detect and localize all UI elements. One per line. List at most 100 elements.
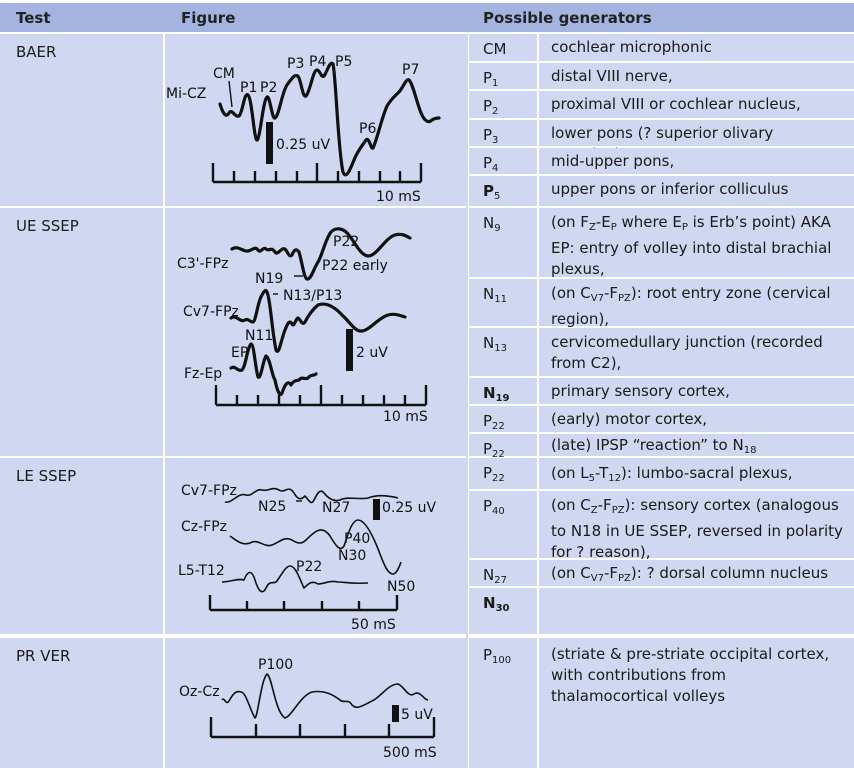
gen-symbol: P1: [469, 63, 537, 89]
gen-symbol: N30: [469, 588, 537, 634]
time-label: 500 mS: [383, 745, 437, 761]
gen-desc-text: -T: [595, 464, 609, 482]
gen-desc-text: distal VIII nerve,: [551, 67, 673, 85]
time-axis: [209, 717, 436, 739]
gen-symbol: N13: [469, 328, 537, 376]
fz-ep-trace: [229, 342, 318, 397]
peak-label: N27: [322, 500, 350, 516]
peak-label: EP: [231, 345, 248, 361]
gen-symbol: N11: [469, 279, 537, 326]
gen-symbol-sub: 5: [494, 191, 501, 202]
gen-symbol-text: P: [483, 440, 493, 458]
gen-symbol-text: N: [483, 566, 495, 584]
gen-symbol: P3: [469, 120, 537, 146]
trace-label: Fz-Ep: [184, 366, 222, 382]
gen-desc-text: (on C: [551, 284, 591, 302]
gen-desc: (on CZ-FPZ): sensory cortex (analogous t…: [539, 491, 854, 561]
test-name: UE SSEP: [16, 217, 79, 235]
figure-cell-ue-ssep: [165, 208, 466, 456]
gen-symbol-sub: 22: [492, 473, 505, 484]
gen-desc-sub: Z: [588, 222, 596, 233]
peak-label: N11: [245, 328, 273, 344]
gen-desc-sub: 18: [743, 445, 757, 456]
gen-symbol: P4: [469, 148, 537, 174]
gen-desc-sub: PZ: [618, 293, 631, 304]
gen-symbol-text: P: [483, 154, 493, 172]
gen-desc: primary sensory cortex,: [539, 378, 854, 404]
gen-symbol-text: P: [483, 412, 493, 430]
peak-label: P7: [402, 62, 419, 78]
peak-label: P1: [240, 80, 257, 96]
trace-label: Oz-Cz: [179, 684, 220, 700]
figure-cell-baer: [165, 34, 466, 206]
scale-bar: [266, 122, 273, 164]
gen-desc-sub: 5: [588, 473, 596, 484]
time-label: 10 mS: [383, 409, 428, 425]
gen-desc-text: ): root entry zone (cervical region),: [551, 284, 831, 328]
peak-label: P40: [344, 531, 370, 547]
gen-symbol: P2: [469, 91, 537, 118]
cz-fpz-trace: [229, 519, 402, 575]
gen-symbol-text: P: [483, 497, 493, 515]
gen-desc-text: -F: [597, 496, 612, 514]
header-generators-label: Possible generators: [483, 9, 652, 27]
gen-symbol-sub: 100: [492, 655, 512, 666]
header-figure-label: Figure: [181, 9, 236, 27]
gen-desc: (early) motor cortex,: [539, 406, 854, 432]
c3-fpz-trace: [230, 227, 412, 281]
gen-symbol: P22: [469, 406, 537, 432]
peak-label: P2: [260, 80, 277, 96]
gen-symbol-text: CM: [483, 40, 507, 58]
peak-label: P22 early: [322, 258, 388, 274]
gen-symbol: P100: [469, 638, 537, 768]
gen-symbol: P22: [469, 458, 537, 489]
peak-label: P22: [296, 559, 322, 575]
gen-desc-sub: Z: [590, 505, 598, 516]
gen-desc: (on CV7-FPZ): root entry zone (cervical …: [539, 279, 854, 328]
gen-symbol: N9: [469, 208, 537, 277]
gen-desc: (on FZ-EP where EP is Erb’s point) AKA E…: [539, 208, 854, 278]
gen-desc: (on L5-T12): lumbo-sacral plexus,: [539, 458, 854, 489]
gen-symbol-text: N: [483, 594, 496, 612]
gen-symbol-sub: 9: [494, 223, 501, 234]
baer-figure: 0.25 uV Mi-CZ CM P1 P2 P3 P4 P5 P6 P7 10…: [166, 54, 441, 205]
test-cell-pr-ver: PR VER: [0, 638, 163, 768]
gen-desc-text: cochlear microphonic: [551, 38, 712, 56]
gen-desc-sub: PZ: [611, 505, 625, 516]
peak-label: N25: [258, 499, 286, 515]
gen-symbol: P22: [469, 434, 537, 460]
gen-symbol: P5: [469, 176, 537, 206]
gen-desc-sub: PZ: [618, 573, 631, 584]
gen-symbol-text: P: [483, 646, 493, 664]
peak-label: P5: [335, 54, 352, 70]
gen-symbol-text: P: [483, 126, 493, 144]
time-axis: [208, 595, 399, 612]
trace-label: C3'-FPz: [177, 256, 228, 272]
gen-symbol-sub: 4: [492, 163, 499, 174]
header-generators: Possible generators: [467, 3, 854, 32]
cv7-fpz-trace: [224, 487, 399, 504]
time-label: 50 mS: [351, 617, 396, 633]
peak-label: P4: [309, 54, 326, 70]
gen-symbol-sub: 27: [494, 575, 507, 586]
peak-label: P6: [359, 121, 376, 137]
header-test: Test: [0, 3, 165, 32]
scale-label: 0.25 uV: [276, 137, 330, 153]
le-ssep-figure: Cv7-FPz N25 N27 0.25 uV Cz-FPz P40 N30 L…: [178, 483, 436, 633]
scale-bar: [373, 499, 380, 520]
gen-desc: (on CV7-FPZ): ? dorsal column nucleus: [539, 560, 854, 586]
gen-symbol-text: N: [483, 214, 495, 232]
gen-symbol: N19: [469, 378, 537, 404]
oz-cz-trace: [221, 673, 429, 719]
gen-desc-sub: 12: [608, 473, 621, 484]
cm-pointer: [228, 80, 233, 108]
gen-desc: [539, 588, 854, 634]
test-name: BAER: [16, 43, 57, 61]
figure-cell-le-ssep: [165, 458, 466, 634]
trace-label: Cv7-FPz: [181, 483, 237, 499]
gen-desc-text: ): ? dorsal column nucleus: [630, 564, 829, 582]
gen-desc-text: (on C: [551, 564, 591, 582]
gen-symbol-sub: 19: [495, 393, 510, 404]
gen-desc: mid-upper pons,: [539, 148, 854, 174]
gen-symbol: P40: [469, 491, 537, 558]
